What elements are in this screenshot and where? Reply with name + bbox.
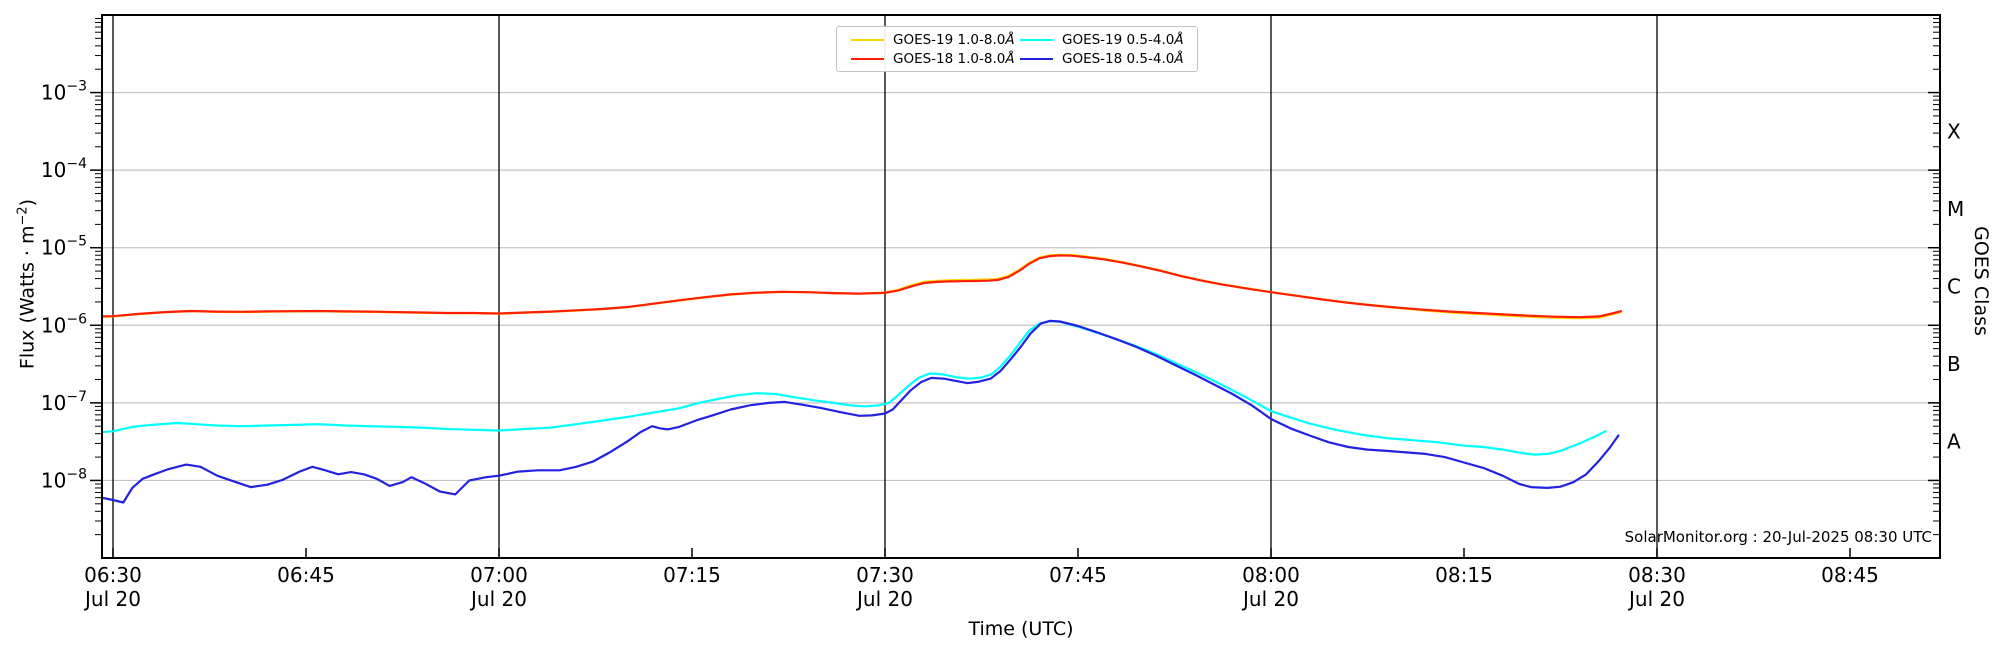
- y-tick-label: 10−8: [41, 466, 87, 492]
- y-axis-title-left-text: Flux (Watts · m: [16, 225, 39, 370]
- series-group: [102, 253, 1623, 504]
- y-tick-label: 10−6: [41, 311, 87, 337]
- legend-swatch-goes18-short-icon: [1020, 57, 1053, 60]
- goes-class-letter: X: [1947, 119, 1961, 143]
- series-line-goes19-short: [102, 320, 1607, 456]
- series-line-goes18-long: [102, 254, 1623, 319]
- x-tick-sublabel: Jul 20: [1627, 587, 1685, 611]
- plot-frame: [101, 14, 1941, 559]
- legend-swatch-goes19-long-icon: [851, 38, 884, 41]
- y-tick-label: 10−4: [41, 156, 87, 182]
- x-tick-label: 08:45: [1821, 563, 1879, 587]
- legend: GOES-19 1.0-8.0Å GOES-19 0.5-4.0Å GOES-1…: [836, 26, 1198, 72]
- legend-label: GOES-18 0.5-4.0Å: [1062, 50, 1184, 67]
- goes-class-letter: M: [1947, 197, 1964, 221]
- legend-label: GOES-19 1.0-8.0Å: [893, 31, 1015, 48]
- legend-label: GOES-19 0.5-4.0Å: [1062, 31, 1184, 48]
- y-tick-label: 10−7: [41, 389, 87, 415]
- x-tick-label: 07:00: [470, 563, 528, 587]
- legend-item-goes19-short: GOES-19 0.5-4.0Å: [1020, 32, 1189, 48]
- legend-item-goes18-long: GOES-18 1.0-8.0Å: [851, 51, 1020, 67]
- x-tick-label: 08:00: [1242, 563, 1300, 587]
- legend-label: GOES-18 1.0-8.0Å: [893, 50, 1015, 67]
- y-axis-title-left-exponent: −2: [15, 206, 31, 226]
- watermark-text: SolarMonitor.org : 20-Jul-2025 08:30 UTC: [1624, 528, 1932, 546]
- legend-item-goes18-short: GOES-18 0.5-4.0Å: [1020, 51, 1189, 67]
- x-tick-label: 08:15: [1435, 563, 1493, 587]
- series-line-goes18-short: [102, 319, 1620, 504]
- legend-swatch-goes19-short-icon: [1020, 38, 1053, 41]
- x-tick-label: 08:30: [1628, 563, 1686, 587]
- y-tick-label: 10−5: [41, 234, 87, 260]
- goes-class-letter: B: [1947, 352, 1961, 376]
- x-tick-label: 06:30: [84, 563, 142, 587]
- x-tick-sublabel: Jul 20: [855, 587, 913, 611]
- y-axis-title-right: GOES Class: [1970, 226, 1992, 336]
- x-tick-sublabel: Jul 20: [469, 587, 527, 611]
- x-axis-title: Time (UTC): [968, 618, 1074, 640]
- x-tick-label: 07:15: [663, 563, 721, 587]
- goes-class-letter: A: [1947, 430, 1961, 454]
- series-line-goes19-long: [102, 253, 1623, 320]
- x-tick-sublabel: Jul 20: [83, 587, 141, 611]
- goes-class-letter: C: [1947, 274, 1961, 298]
- legend-swatch-goes18-long-icon: [851, 57, 884, 60]
- y-axis-title-left: Flux (Watts · m−2): [15, 199, 38, 369]
- ticks-group: [90, 18, 1940, 558]
- y-tick-label: 10−3: [41, 79, 87, 105]
- y-axis-title-left-close: ): [16, 198, 39, 207]
- x-tick-label: 06:45: [277, 563, 335, 587]
- x-tick-label: 07:30: [856, 563, 914, 587]
- x-tick-sublabel: Jul 20: [1241, 587, 1299, 611]
- x-tick-label: 07:45: [1049, 563, 1107, 587]
- legend-item-goes19-long: GOES-19 1.0-8.0Å: [851, 32, 1020, 48]
